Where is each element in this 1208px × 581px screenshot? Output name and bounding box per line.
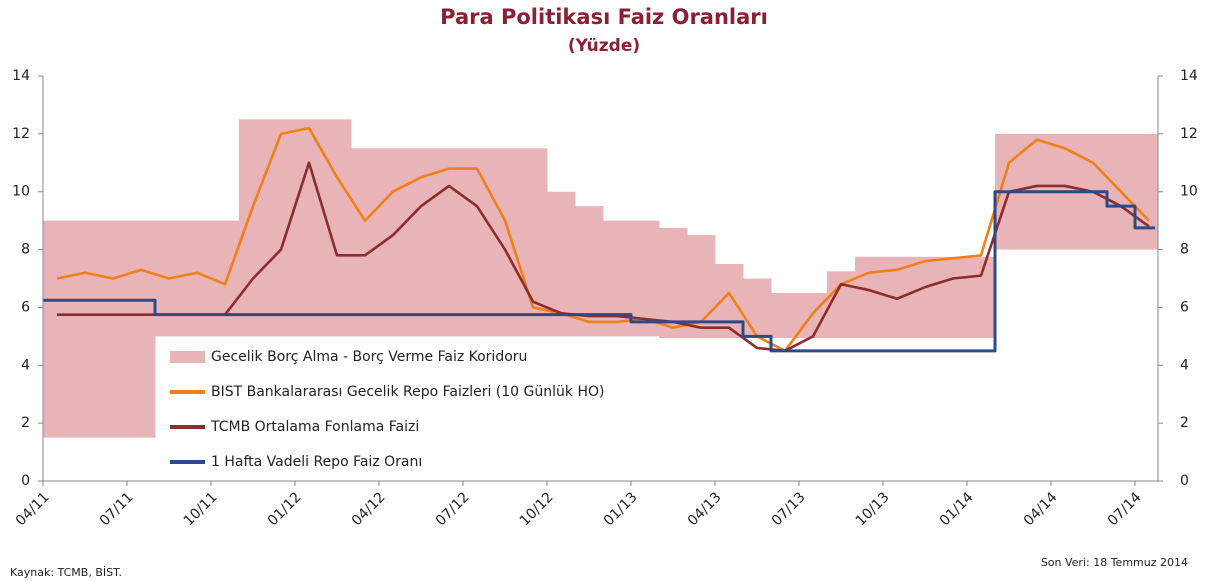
corridor-band [463, 148, 492, 337]
corridor-band [323, 119, 352, 337]
series-line [43, 190, 1155, 353]
y2-tick-label: 10 [1180, 184, 1198, 200]
corridor-band [603, 220, 632, 337]
y2-tick-label: 2 [1180, 415, 1189, 431]
corridor-band [183, 220, 212, 337]
y2-tick-label: 8 [1180, 242, 1189, 258]
legend-label: BIST Bankalararası Gecelik Repo Faizleri… [211, 384, 604, 400]
corridor-band [407, 148, 436, 337]
legend-box [157, 338, 1000, 480]
y2-tick-label: 12 [1180, 126, 1198, 142]
corridor-band [295, 119, 324, 337]
y-tick-label: 14 [12, 68, 30, 84]
corridor-band [267, 119, 296, 337]
chart-subtitle: (Yüzde) [568, 36, 640, 56]
corridor-band [127, 220, 156, 438]
corridor-band [687, 235, 716, 351]
y2-tick-label: 6 [1180, 299, 1189, 315]
x-tick-label: 10/13 [853, 489, 893, 529]
y2-tick-label: 14 [1180, 68, 1198, 84]
x-tick-label: 07/11 [97, 489, 137, 529]
x-tick-label: 07/13 [769, 489, 809, 529]
y-tick-label: 2 [21, 415, 30, 431]
y-tick-label: 0 [21, 473, 30, 489]
note: Son Veri: 18 Temmuz 2014 [1041, 556, 1188, 569]
y2-tick-label: 0 [1180, 473, 1189, 489]
corridor-band [491, 148, 520, 337]
x-tick-label: 07/12 [433, 489, 473, 529]
series-line [56, 126, 1150, 353]
x-tick-label: 01/14 [937, 489, 977, 529]
corridor-band [43, 220, 72, 438]
legend-label: TCMB Ortalama Fonlama Faizi [210, 419, 419, 435]
x-tick-label: 01/12 [265, 489, 305, 529]
chart-title: Para Politikası Faiz Oranları [440, 5, 768, 29]
corridor-band [435, 148, 464, 337]
x-tick-label: 04/11 [13, 489, 53, 529]
x-tick-label: 07/14 [1105, 489, 1145, 529]
x-tick-label: 10/11 [181, 489, 221, 529]
corridor-band [239, 119, 268, 337]
source: Kaynak: TCMB, BİST. [10, 566, 122, 579]
x-tick-label: 10/12 [517, 489, 557, 529]
corridor-band [211, 220, 240, 337]
legend-label: 1 Hafta Vadeli Repo Faiz Oranı [211, 454, 422, 470]
y-tick-label: 6 [21, 299, 30, 315]
corridor-band [351, 148, 380, 337]
x-tick-label: 01/13 [601, 489, 641, 529]
x-tick-label: 04/14 [1021, 489, 1061, 529]
y2-tick-label: 4 [1180, 357, 1189, 373]
y-tick-label: 12 [12, 126, 30, 142]
x-tick-label: 04/13 [685, 489, 725, 529]
y-tick-label: 8 [21, 242, 30, 258]
legend-label: Gecelik Borç Alma - Borç Verme Faiz Kori… [211, 349, 527, 365]
corridor-band [1135, 133, 1159, 250]
corridor-band [71, 220, 100, 438]
corridor-band [99, 220, 128, 438]
y-tick-label: 10 [12, 184, 30, 200]
y-tick-label: 4 [21, 357, 30, 373]
x-tick-label: 04/12 [349, 489, 389, 529]
legend-swatch [170, 351, 205, 363]
